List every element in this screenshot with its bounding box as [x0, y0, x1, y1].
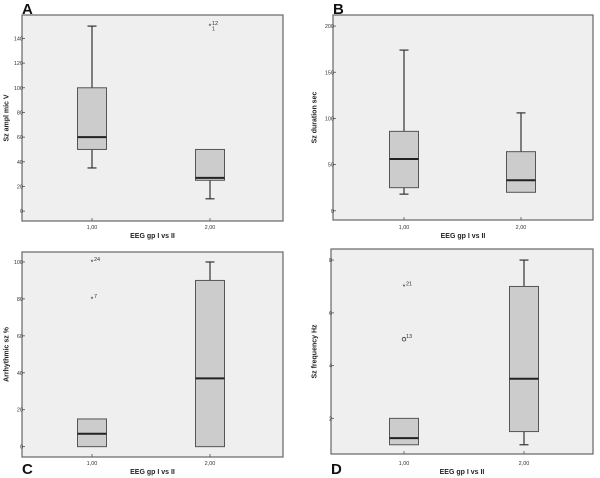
box-group-2 [506, 112, 536, 193]
x-tick-label: 2,00 [516, 225, 527, 231]
y-tick-label: 140 [14, 36, 23, 42]
y-tick-label: 20 [17, 184, 23, 190]
y-tick-label: 80 [17, 297, 23, 303]
x-tick-label: 1,00 [399, 225, 410, 231]
y-tick-label: 40 [17, 371, 23, 377]
x-tick-label: 1,00 [87, 225, 98, 231]
box-group-1 [389, 49, 419, 195]
panel-c: 0 20 40 60 80 100 1,00 2,00 EEG gp I vs II Arrhyt… [4, 251, 284, 478]
outlier-star: * [91, 259, 94, 266]
plot-area [21, 251, 284, 458]
y-tick-label: 120 [14, 61, 23, 67]
box-iqr [77, 87, 107, 150]
x-axis-title: EEG gp I vs II [441, 233, 486, 240]
y-tick-label: 100 [14, 86, 23, 92]
panel-label: D [331, 461, 342, 478]
y-tick-label: 100 [14, 260, 23, 266]
y-tick-label: 50 [328, 163, 334, 169]
panel-label: B [333, 1, 344, 18]
y-tick-label: 0 [20, 445, 23, 451]
y-tick-label: 20 [17, 408, 23, 414]
plot-area [330, 248, 594, 455]
y-tick-label: 80 [17, 110, 23, 116]
y-tick-label: 4 [329, 364, 332, 370]
y-axis-title: Sz frequency Hz [312, 324, 319, 379]
plot-area [21, 14, 284, 222]
outlier-star: * [209, 24, 212, 31]
panel-label: C [22, 461, 33, 478]
outlier-label: 13 [406, 334, 412, 340]
outlier-label: 21 [406, 281, 412, 287]
box-group-2 [195, 261, 225, 448]
x-tick-label: 2,00 [519, 461, 530, 467]
x-axis-title: EEG gp I vs II [440, 469, 485, 476]
y-axis-title: Sz ampl mic V [4, 94, 11, 141]
y-tick-label: 100 [325, 116, 334, 122]
y-tick-label: 8 [329, 258, 332, 264]
y-axis-title: Arrhythmic sz % [4, 326, 11, 382]
outlier-label: 12 [212, 21, 218, 27]
box-iqr [506, 151, 536, 193]
x-axis-title: EEG gp I vs II [130, 469, 175, 476]
y-tick-label: 200 [325, 24, 334, 30]
box-group-2: * 121 [195, 21, 225, 200]
y-tick-label: 40 [17, 160, 23, 166]
box-iqr [389, 417, 419, 446]
x-tick-label: 1,00 [87, 461, 98, 467]
y-tick-label: 150 [325, 70, 334, 76]
box-iqr [509, 285, 539, 433]
box-group-1 [77, 25, 107, 169]
outlier-star: * [403, 284, 406, 291]
y-tick-label: 2 [329, 416, 332, 422]
box-iqr [195, 148, 225, 181]
plot-area [332, 14, 594, 221]
x-tick-label: 2,00 [205, 461, 216, 467]
panel-a: 0 20 40 60 80 100 120 140 1,00 2,00 EEG gp I vs II… [4, 1, 284, 240]
box-group-1: * 24* 7 [77, 257, 107, 448]
panel-d: 2 4 6 8 1,00 2,00 EEG gp I vs II Sz frequency H… [312, 248, 594, 478]
box-group-2 [509, 259, 539, 446]
panel-b: 0 50 100 150 200 1,00 2,00 EEG gp I vs II Sz dur… [312, 1, 594, 240]
y-tick-label: 60 [17, 135, 23, 141]
box-iqr [195, 279, 225, 448]
panel-label: A [22, 1, 33, 18]
box-group-1: * 21 13 [389, 281, 419, 446]
outlier-label: 7 [94, 294, 97, 300]
y-tick-label: 0 [331, 209, 334, 215]
y-tick-label: 0 [20, 209, 23, 215]
x-tick-label: 2,00 [205, 225, 216, 231]
outlier-label: 24 [94, 257, 100, 263]
y-tick-label: 60 [17, 334, 23, 340]
y-axis-title: Sz duration sec [312, 92, 319, 144]
outlier-label: 1 [212, 27, 215, 33]
x-axis-title: EEG gp I vs II [130, 233, 175, 240]
x-tick-label: 1,00 [399, 461, 410, 467]
outlier-circle [401, 337, 407, 342]
y-tick-label: 6 [329, 311, 332, 317]
outlier-star: * [91, 296, 94, 303]
